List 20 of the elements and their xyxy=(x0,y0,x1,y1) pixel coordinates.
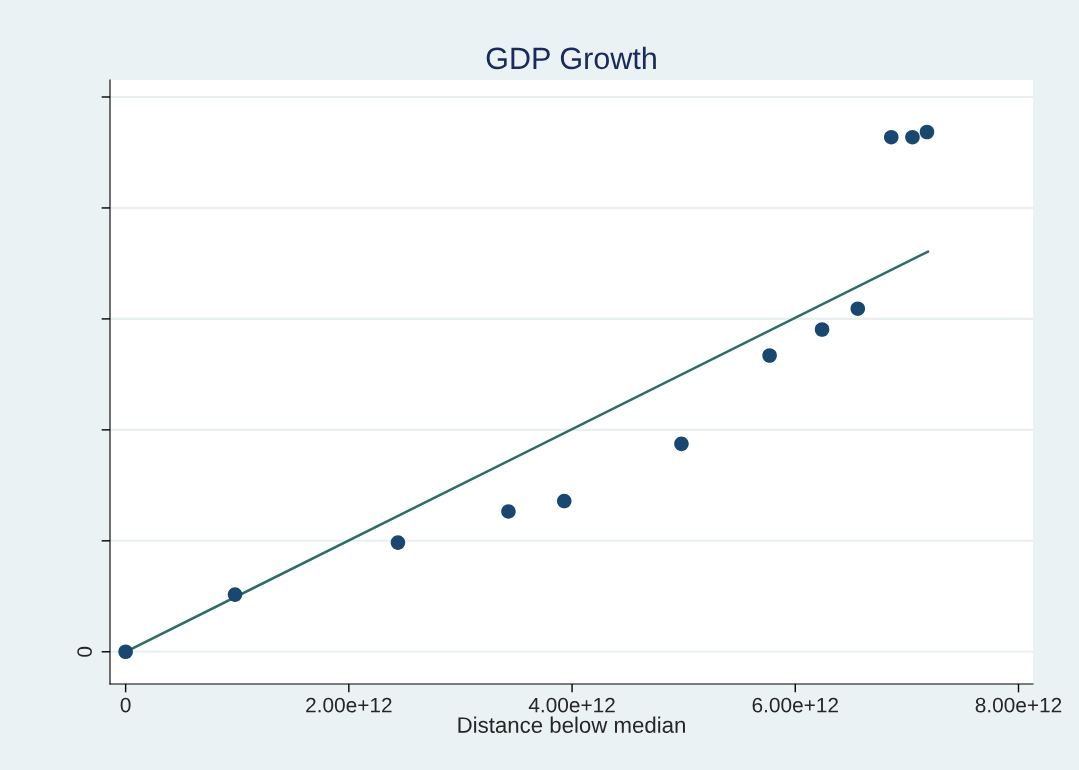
chart-title: GDP Growth xyxy=(486,46,656,70)
x-tick-label: 8.00e+12 xyxy=(975,697,1062,713)
x-tick-label: 6.00e+12 xyxy=(752,697,838,713)
point xyxy=(814,322,830,337)
point xyxy=(390,535,406,550)
point xyxy=(501,504,516,519)
x-tick-label: 4.00e+12 xyxy=(528,697,615,713)
point xyxy=(556,493,572,509)
point xyxy=(905,129,920,145)
point xyxy=(850,301,866,316)
x-tick-label: 2.00e+12 xyxy=(306,697,392,713)
text: 0 xyxy=(77,646,92,657)
x-tick-label: 0 xyxy=(120,697,131,713)
x-axis-title: Distance below median xyxy=(458,716,685,733)
point xyxy=(919,124,935,140)
point xyxy=(118,644,133,660)
point xyxy=(674,436,689,452)
point xyxy=(227,587,243,602)
point xyxy=(883,129,899,145)
point xyxy=(762,348,777,363)
